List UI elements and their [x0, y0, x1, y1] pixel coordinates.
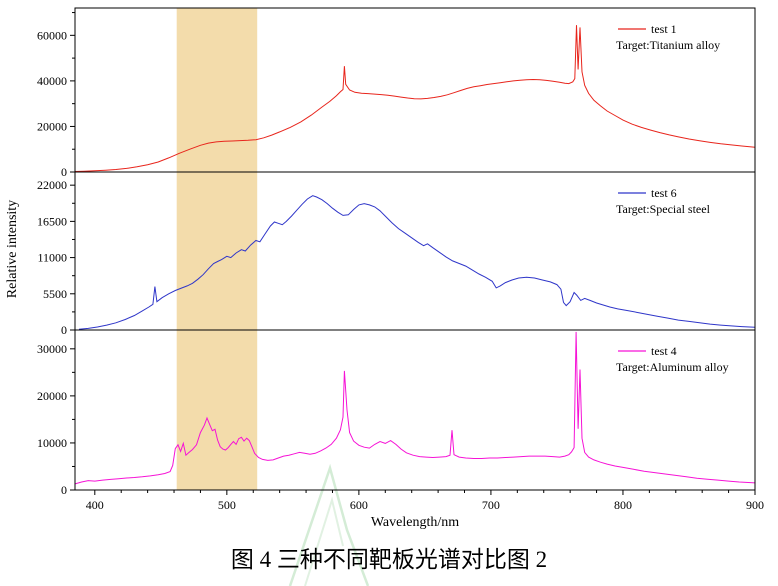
y-tick-label: 20000 [37, 119, 67, 133]
y-tick-label: 0 [61, 323, 67, 337]
y-tick-label: 16500 [37, 214, 67, 228]
legend-target: Target:Aluminum alloy [616, 360, 729, 374]
x-axis-label: Wavelength/nm [371, 515, 459, 530]
y-tick-label: 10000 [37, 436, 67, 450]
y-tick-label: 11000 [37, 251, 67, 265]
legend-label: test 6 [651, 186, 677, 200]
y-tick-label: 0 [61, 483, 67, 497]
legend-target: Target:Titanium alloy [616, 38, 720, 52]
x-tick-label: 800 [614, 498, 632, 512]
y-tick-label: 20000 [37, 389, 67, 403]
y-tick-label: 60000 [37, 28, 67, 42]
y-tick-label: 22000 [37, 178, 67, 192]
y-tick-label: 30000 [37, 342, 67, 356]
x-tick-label: 500 [218, 498, 236, 512]
x-tick-label: 900 [746, 498, 764, 512]
figure-caption: 图 4 三种不同靶板光谱对比图 2 [230, 547, 548, 572]
x-tick-label: 700 [482, 498, 500, 512]
y-axis-label: Relative intensity [5, 200, 20, 298]
x-tick-label: 400 [86, 498, 104, 512]
legend-label: test 4 [651, 344, 677, 358]
y-tick-label: 0 [61, 165, 67, 179]
panel-border [74, 329, 756, 491]
x-tick-label: 600 [350, 498, 368, 512]
series-line [74, 331, 756, 485]
legend-target: Target:Special steel [616, 202, 711, 216]
y-tick-label: 40000 [37, 74, 67, 88]
highlight-band [176, 8, 258, 490]
series-line [74, 25, 756, 172]
series-line [78, 195, 756, 330]
legend-label: test 1 [651, 22, 677, 36]
y-tick-label: 5500 [43, 287, 67, 301]
